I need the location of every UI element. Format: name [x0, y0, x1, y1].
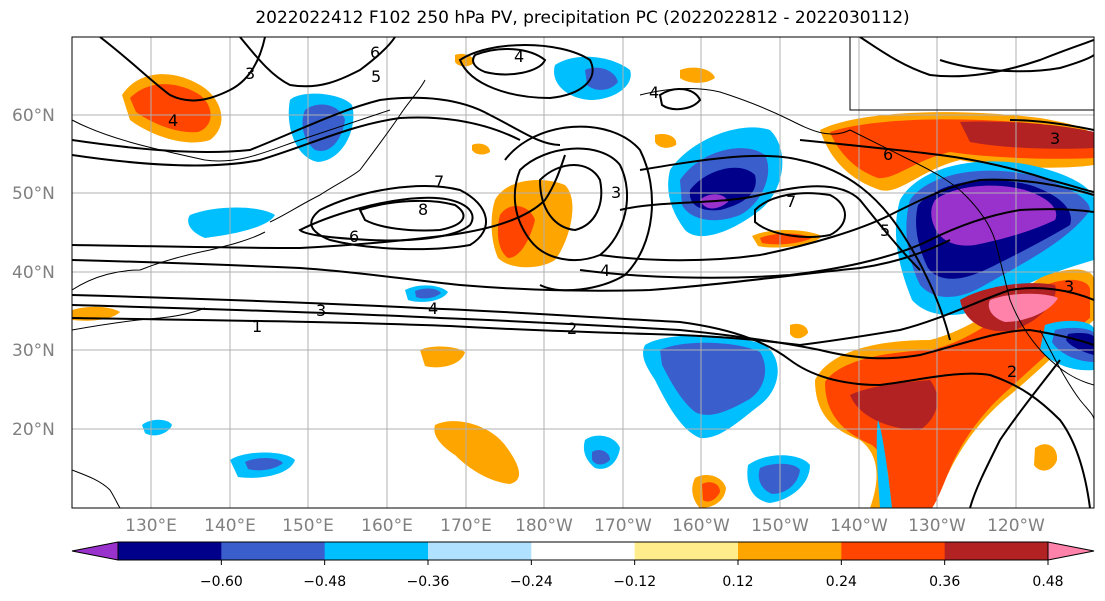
colorbar-tick-label: −0.36 — [407, 574, 450, 590]
contour-label: 2 — [1007, 362, 1017, 381]
colorbar-segment — [324, 542, 429, 560]
colorbar-segment — [841, 542, 946, 560]
colorbar-tick-label: 0.36 — [929, 574, 960, 590]
contour-label: 5 — [371, 67, 381, 86]
colorbar-segment — [428, 542, 532, 560]
pv-contours — [72, 37, 1094, 508]
colorbar-frame — [117, 541, 1049, 561]
contour-label: 3 — [1064, 277, 1074, 296]
contour-label: 6 — [370, 43, 380, 62]
contour-label: 4 — [649, 83, 659, 102]
contour-label: 3 — [316, 301, 326, 320]
lat-label: 50°N — [12, 184, 55, 204]
contour-label: 7 — [434, 172, 444, 191]
lon-label: 130°E — [125, 516, 177, 536]
colorbar-tick-label: −0.60 — [200, 574, 243, 590]
map-frame — [71, 36, 1095, 509]
contour-label: 1 — [252, 317, 262, 336]
contour-label: 8 — [418, 200, 428, 219]
lon-label: 170°W — [594, 516, 652, 536]
colorbar-segment — [738, 542, 842, 560]
contour-label: 3 — [1050, 129, 1060, 148]
contour-label: 6 — [883, 145, 893, 164]
lon-label: 160°E — [361, 516, 413, 536]
contour-label: 3 — [611, 183, 621, 202]
lat-label: 40°N — [12, 263, 55, 283]
lon-label: 170°E — [440, 516, 492, 536]
colorbar-tick-label: 0.48 — [1032, 574, 1063, 590]
colorbar-segment — [944, 542, 1049, 560]
colorbar-extend-low — [72, 542, 118, 560]
lat-label: 30°N — [12, 341, 55, 361]
contour-label: 7 — [786, 192, 796, 211]
contour-label: 6 — [349, 227, 359, 246]
contour-labels: 1 2 2 3 3 3 3 3 4 4 4 4 4 5 5 6 6 6 7 7 … — [168, 43, 1074, 381]
colorbar-tick-label: −0.48 — [303, 574, 346, 590]
lon-label: 140°W — [830, 516, 888, 536]
colorbar-tick-label: −0.12 — [613, 574, 656, 590]
lon-label: 160°W — [672, 516, 730, 536]
colorbar: −0.60 −0.48 −0.36 −0.24 −0.12 0.12 0.24 0.36 0.4… — [71, 541, 1095, 590]
lon-label: 150°W — [751, 516, 809, 536]
colorbar-extend-high — [1048, 542, 1094, 560]
contour-label: 4 — [428, 299, 438, 318]
lon-label: 140°E — [204, 516, 256, 536]
contour-label: 4 — [168, 111, 178, 130]
longitude-labels: 130°E 140°E 150°E 160°E 170°E 180°W 170°… — [125, 516, 1045, 536]
colorbar-tick-label: 0.12 — [722, 574, 753, 590]
colorbar-segment — [118, 542, 222, 560]
contour-label: 4 — [600, 261, 610, 280]
contour-label: 3 — [245, 64, 255, 83]
map-title: 2022022412 F102 250 hPa PV, precipitatio… — [255, 8, 910, 28]
lon-label: 120°W — [987, 516, 1045, 536]
contour-label: 2 — [567, 319, 577, 338]
lon-label: 130°W — [908, 516, 966, 536]
contour-label: 5 — [880, 221, 890, 240]
colorbar-segment — [221, 542, 326, 560]
contour-label: 4 — [514, 47, 524, 66]
colorbar-segment — [531, 542, 636, 560]
precip-shading — [72, 53, 1094, 508]
latitude-labels: 60°N 50°N 40°N 30°N 20°N — [12, 106, 55, 440]
lat-label: 60°N — [12, 106, 55, 126]
colorbar-tick-label: 0.24 — [826, 574, 857, 590]
lat-label: 20°N — [12, 420, 55, 440]
colorbar-segment — [634, 542, 739, 560]
lon-label: 180°W — [515, 516, 573, 536]
colorbar-tick-label: −0.24 — [510, 574, 553, 590]
lon-label: 150°E — [282, 516, 334, 536]
